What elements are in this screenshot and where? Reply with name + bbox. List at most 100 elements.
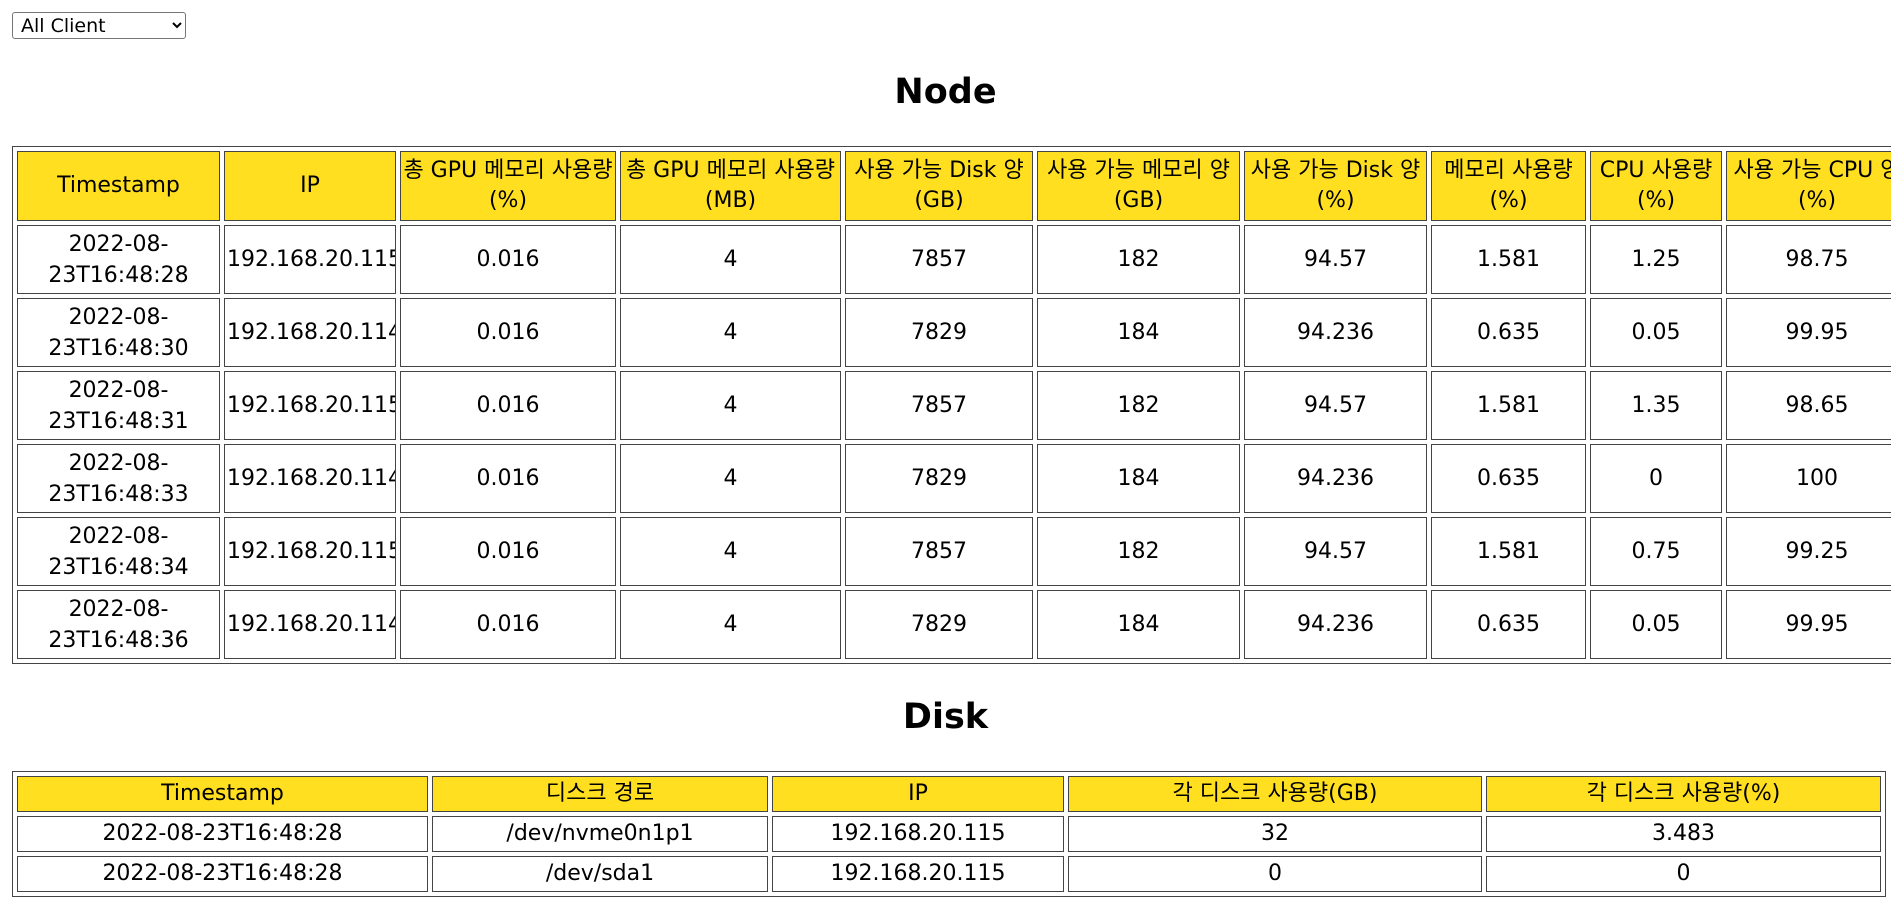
node-table-cell: 99.95 bbox=[1726, 590, 1891, 659]
node-section-title: Node bbox=[894, 72, 997, 112]
node-table-cell: 192.168.20.114 bbox=[224, 590, 396, 659]
node-column-header: CPU 사용량(%) bbox=[1590, 151, 1722, 221]
node-table-cell: 7857 bbox=[845, 371, 1033, 440]
node-table-cell: 184 bbox=[1037, 298, 1240, 367]
node-table-row: 2022-08-23T16:48:33 192.168.20.114 0.016 4 7… bbox=[17, 444, 1891, 513]
node-table-cell: 7857 bbox=[845, 225, 1033, 294]
node-table-cell: 1.25 bbox=[1590, 225, 1722, 294]
node-table-row: 2022-08-23T16:48:34 192.168.20.115 0.016 4 7… bbox=[17, 517, 1891, 586]
node-table-cell: 184 bbox=[1037, 590, 1240, 659]
node-table-cell: 7829 bbox=[845, 590, 1033, 659]
disk-table-cell: /dev/sda1 bbox=[432, 856, 768, 892]
node-table-cell: 94.236 bbox=[1244, 444, 1427, 513]
node-table-cell: 1.581 bbox=[1431, 225, 1586, 294]
node-column-header: IP bbox=[224, 151, 396, 221]
node-table-cell: 4 bbox=[620, 517, 841, 586]
node-table-cell: 0.635 bbox=[1431, 444, 1586, 513]
disk-table-cell: 2022-08-23T16:48:28 bbox=[17, 816, 428, 852]
node-table-cell: 1.581 bbox=[1431, 517, 1586, 586]
disk-table-row: 2022-08-23T16:48:28/dev/sda1 192.168.20.1… bbox=[17, 856, 1881, 892]
node-table-cell: 0.05 bbox=[1590, 298, 1722, 367]
disk-table-cell: 2022-08-23T16:48:28 bbox=[17, 856, 428, 892]
node-table-cell: 0.016 bbox=[400, 590, 616, 659]
disk-table-row: 2022-08-23T16:48:28/dev/nvme0n1p1 192.168… bbox=[17, 816, 1881, 852]
node-table-cell: 0.635 bbox=[1431, 590, 1586, 659]
node-table-cell: 192.168.20.114 bbox=[224, 444, 396, 513]
node-table-cell: 192.168.20.115 bbox=[224, 225, 396, 294]
node-column-header: 총 GPU 메모리 사용량(%) bbox=[400, 151, 616, 221]
node-table-cell: 192.168.20.115 bbox=[224, 517, 396, 586]
node-column-header: 사용 가능 Disk 양(%) bbox=[1244, 151, 1427, 221]
node-table-cell: 192.168.20.114 bbox=[224, 298, 396, 367]
node-table-cell: 0.635 bbox=[1431, 298, 1586, 367]
disk-table-cell: 192.168.20.115 bbox=[772, 856, 1064, 892]
node-table-cell: 2022-08-23T16:48:28 bbox=[17, 225, 220, 294]
disk-section-title: Disk bbox=[902, 697, 989, 737]
node-table-cell: 192.168.20.115 bbox=[224, 371, 396, 440]
node-table-row: 2022-08-23T16:48:36 192.168.20.114 0.016 4 7… bbox=[17, 590, 1891, 659]
node-table-cell: 4 bbox=[620, 298, 841, 367]
node-table-cell: 2022-08-23T16:48:31 bbox=[17, 371, 220, 440]
node-table-row: 2022-08-23T16:48:31 192.168.20.115 0.016 4 7… bbox=[17, 371, 1891, 440]
disk-table-cell: 3.483 bbox=[1486, 816, 1881, 852]
node-table-row: 2022-08-23T16:48:30 192.168.20.114 0.016 4 7… bbox=[17, 298, 1891, 367]
node-table-cell: 98.75 bbox=[1726, 225, 1891, 294]
node-table-cell: 7829 bbox=[845, 298, 1033, 367]
disk-table-cell: /dev/nvme0n1p1 bbox=[432, 816, 768, 852]
node-table-cell: 98.65 bbox=[1726, 371, 1891, 440]
node-table-cell: 0.016 bbox=[400, 444, 616, 513]
node-column-header: 사용 가능 메모리 양(GB) bbox=[1037, 151, 1240, 221]
node-table-cell: 182 bbox=[1037, 371, 1240, 440]
node-column-header: 메모리 사용량(%) bbox=[1431, 151, 1586, 221]
node-table-cell: 2022-08-23T16:48:30 bbox=[17, 298, 220, 367]
node-table-cell: 94.57 bbox=[1244, 517, 1427, 586]
disk-table-cell: 0 bbox=[1486, 856, 1881, 892]
node-table-cell: 0.016 bbox=[400, 298, 616, 367]
node-header-row: Timestamp IP 총 GPU 메모리 사용량(%) 총 GPU 메모리 사용량… bbox=[17, 151, 1891, 221]
node-table-cell: 0 bbox=[1590, 444, 1722, 513]
node-table-cell: 1.581 bbox=[1431, 371, 1586, 440]
disk-column-header: Timestamp bbox=[17, 776, 428, 812]
node-table: Timestamp IP 총 GPU 메모리 사용량(%) 총 GPU 메모리 사용량… bbox=[12, 146, 1891, 664]
node-table-cell: 100 bbox=[1726, 444, 1891, 513]
node-table-cell: 99.95 bbox=[1726, 298, 1891, 367]
node-table-cell: 182 bbox=[1037, 517, 1240, 586]
node-table-cell: 0.016 bbox=[400, 371, 616, 440]
client-filter-select[interactable]: All Client bbox=[12, 12, 186, 39]
node-column-header: 사용 가능 Disk 양(GB) bbox=[845, 151, 1033, 221]
node-table-row: 2022-08-23T16:48:28 192.168.20.115 0.016 4 7… bbox=[17, 225, 1891, 294]
node-table-cell: 2022-08-23T16:48:34 bbox=[17, 517, 220, 586]
node-table-cell: 94.57 bbox=[1244, 371, 1427, 440]
disk-column-header: 각 디스크 사용량(%) bbox=[1486, 776, 1881, 812]
node-table-cell: 2022-08-23T16:48:36 bbox=[17, 590, 220, 659]
node-table-cell: 7857 bbox=[845, 517, 1033, 586]
node-table-cell: 4 bbox=[620, 225, 841, 294]
node-table-cell: 4 bbox=[620, 590, 841, 659]
node-table-cell: 7829 bbox=[845, 444, 1033, 513]
disk-header-row: Timestamp 디스크 경로 IP 각 디스크 사용량(GB) 각 디스크 사용량(… bbox=[17, 776, 1881, 812]
node-column-header: 사용 가능 CPU 양(%) bbox=[1726, 151, 1891, 221]
node-column-header: 총 GPU 메모리 사용량(MB) bbox=[620, 151, 841, 221]
disk-column-header: 각 디스크 사용량(GB) bbox=[1068, 776, 1482, 812]
node-column-header: Timestamp bbox=[17, 151, 220, 221]
disk-table: Timestamp 디스크 경로 IP 각 디스크 사용량(GB) 각 디스크 사용량(… bbox=[12, 771, 1886, 897]
node-table-cell: 0.016 bbox=[400, 517, 616, 586]
node-table-cell: 184 bbox=[1037, 444, 1240, 513]
node-table-cell: 2022-08-23T16:48:33 bbox=[17, 444, 220, 513]
node-table-cell: 0.016 bbox=[400, 225, 616, 294]
node-table-cell: 4 bbox=[620, 371, 841, 440]
disk-column-header: 디스크 경로 bbox=[432, 776, 768, 812]
node-table-cell: 0.75 bbox=[1590, 517, 1722, 586]
node-table-cell: 94.236 bbox=[1244, 590, 1427, 659]
node-table-cell: 0.05 bbox=[1590, 590, 1722, 659]
node-table-cell: 94.57 bbox=[1244, 225, 1427, 294]
node-table-cell: 4 bbox=[620, 444, 841, 513]
disk-column-header: IP bbox=[772, 776, 1064, 812]
node-table-cell: 182 bbox=[1037, 225, 1240, 294]
node-table-cell: 1.35 bbox=[1590, 371, 1722, 440]
disk-table-cell: 0 bbox=[1068, 856, 1482, 892]
node-table-cell: 94.236 bbox=[1244, 298, 1427, 367]
disk-table-cell: 32 bbox=[1068, 816, 1482, 852]
node-table-cell: 99.25 bbox=[1726, 517, 1891, 586]
disk-table-cell: 192.168.20.115 bbox=[772, 816, 1064, 852]
